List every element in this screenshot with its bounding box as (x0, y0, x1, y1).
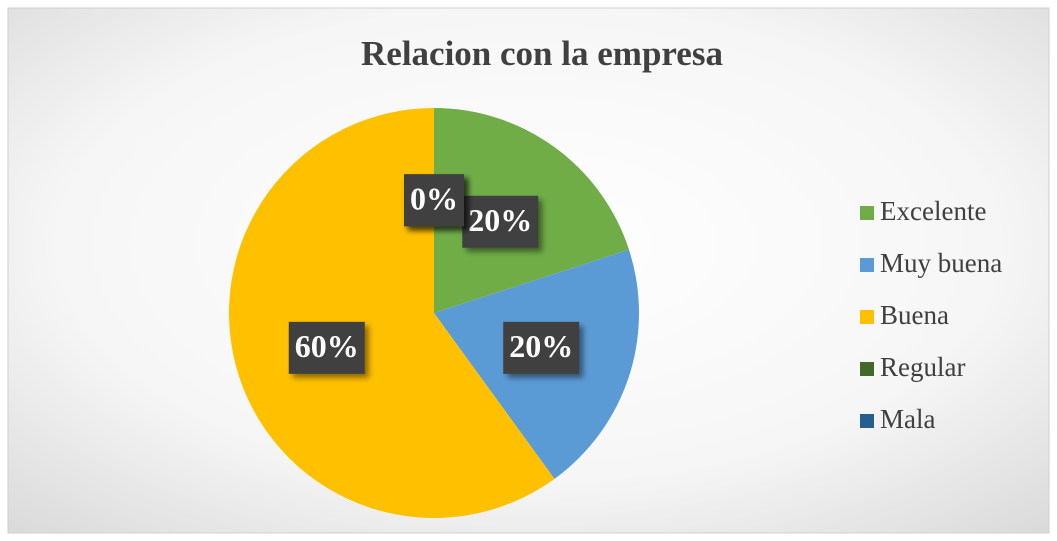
legend-swatch (860, 310, 874, 324)
legend-label: Regular (880, 352, 965, 382)
data-label-box (288, 321, 365, 374)
legend-label: Excelente (880, 196, 986, 226)
legend-label: Mala (880, 404, 935, 434)
data-label-text: 20% (509, 328, 573, 364)
data-label: 0% (404, 174, 464, 227)
legend-swatch (860, 206, 874, 220)
data-label-text: 0% (410, 181, 458, 217)
legend-swatch (860, 258, 874, 272)
legend-label: Muy buena (880, 248, 1002, 278)
data-label: 20% (462, 195, 539, 248)
data-label: 60% (288, 321, 365, 374)
data-label: 20% (503, 321, 580, 374)
data-label-box (462, 195, 539, 248)
data-label-text: 60% (295, 328, 359, 364)
chart-title: Relacion con la empresa (361, 34, 723, 73)
pie-slice (228, 108, 555, 519)
data-label-box (503, 321, 580, 374)
legend-label: Buena (880, 300, 949, 330)
legend-swatch (860, 362, 874, 376)
data-label-text: 20% (468, 202, 532, 238)
data-label-box (404, 174, 464, 227)
legend-swatch (860, 414, 874, 428)
